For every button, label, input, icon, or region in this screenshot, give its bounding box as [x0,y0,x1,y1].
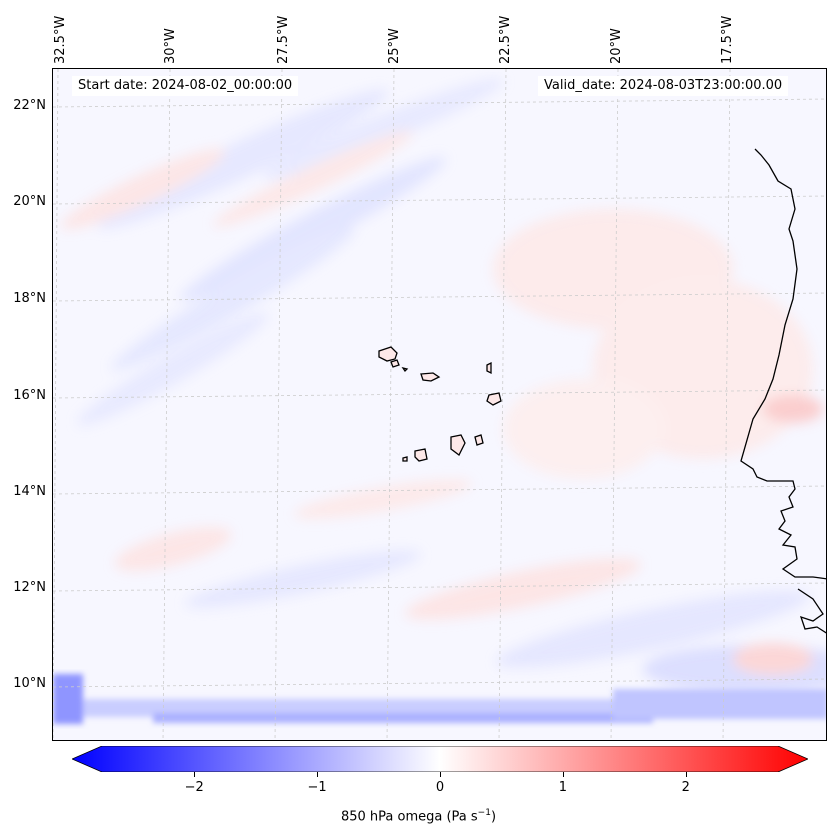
lat-label-10n: 10°N [13,676,46,691]
lon-label-20w: 20°W [609,28,624,64]
lat-label-20n: 20°N [13,194,46,209]
lon-label-17.5w: 17.5°W [720,15,735,64]
lat-label-12n: 12°N [13,580,46,595]
lat-label-22n: 22°N [13,98,46,113]
colorbar-tick-label: −2 [184,780,204,795]
colorbar-label: 850 hPa omega (Pa s−1) [340,808,497,825]
lat-label-14n: 14°N [13,484,46,499]
lon-label-25w: 25°W [387,28,402,64]
omega-anomalies [61,78,826,693]
colorbar-tickmark [562,772,564,777]
colorbar-tickmark [194,772,196,777]
lon-label-22.5w: 22.5°W [498,15,513,64]
colorbar-tickmark [317,772,319,777]
lat-label-16n: 16°N [13,388,46,403]
lon-label-32.5w: 32.5°W [53,15,68,64]
colorbar-body [72,746,808,772]
lat-label-18n: 18°N [13,291,46,306]
omega-map [52,68,827,741]
omega-field [53,69,826,740]
graticule [53,69,826,740]
valid-date-label: Valid_date: 2024-08-03T23:00:00.00 [538,76,789,96]
lon-label-27.5w: 27.5°W [276,15,291,64]
lon-label-30w: 30°W [163,28,178,64]
southern-band [53,674,826,724]
colorbar-tickmark [685,772,687,777]
colorbar [72,746,808,772]
africa-coastline [740,148,826,580]
colorbar-tick-label: 2 [681,780,690,795]
colorbar-tick-label: −1 [307,780,327,795]
cape-verde-islands [378,346,502,462]
colorbar-tick-label: 0 [435,780,445,795]
colorbar-tickmark [440,772,441,777]
start-date-label: Start date: 2024-08-02_00:00:00 [72,76,299,96]
colorbar-tick-label: 1 [558,780,568,795]
